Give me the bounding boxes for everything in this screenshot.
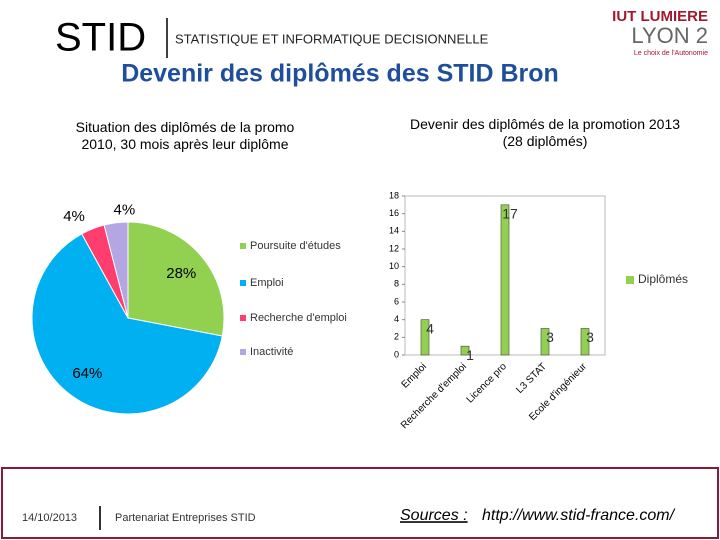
data-label: 64%: [72, 365, 102, 382]
subtitle: STATISTIQUE ET INFORMATIQUE DECISIONNELL…: [175, 31, 489, 46]
legend-swatch: [240, 243, 246, 249]
legend-swatch: [626, 276, 634, 284]
footer-text: Partenariat Entreprises STID: [115, 512, 256, 524]
chart-title: Devenir des diplômés de la promotion 201…: [410, 116, 680, 149]
brand-tag: Le choix de l'Autonomie: [634, 50, 708, 57]
data-label: 3: [586, 329, 594, 345]
y-tick-label: 14: [389, 226, 399, 236]
bar: [420, 319, 430, 356]
data-label: 28%: [166, 265, 196, 282]
footer-date: 14/10/2013: [22, 512, 77, 524]
sources-label: Sources :: [400, 507, 468, 524]
y-tick-label: 16: [389, 208, 399, 218]
footer-frame: [1, 467, 719, 539]
chart-title: Situation des diplômés de la promo 2010, …: [76, 119, 295, 152]
y-tick-label: 12: [389, 243, 399, 253]
slide-title: Devenir des diplômés des STID Bron: [121, 60, 559, 88]
legend-swatch: [240, 349, 246, 355]
brand-top: IUT LUMIERE: [612, 8, 708, 25]
data-label: 4%: [63, 208, 85, 225]
data-label: 3: [546, 329, 554, 345]
y-tick-label: 4: [394, 314, 399, 324]
pie-slice: [103, 221, 129, 319]
x-tick-label: Licence pro: [465, 361, 510, 406]
data-label: 17: [502, 206, 518, 222]
bar: [500, 204, 510, 356]
y-tick-label: 2: [394, 332, 399, 342]
y-tick-label: 6: [394, 296, 399, 306]
pie-slice: [31, 233, 223, 415]
legend-label: Emploi: [250, 277, 284, 289]
data-label: 4: [426, 320, 434, 336]
legend-label: Poursuite d'études: [250, 240, 341, 252]
y-tick-label: 10: [389, 261, 399, 271]
bar: [460, 345, 470, 356]
x-tick-label: L3 STAT: [514, 361, 549, 396]
legend-label: Diplômés: [638, 272, 688, 286]
brand-bottom: LYON 2: [631, 23, 708, 48]
sources-url: http://www.stid-france.com/: [482, 507, 676, 524]
y-tick-label: 0: [394, 349, 399, 359]
bar: [580, 328, 590, 356]
y-tick-label: 8: [394, 279, 399, 289]
x-tick-label: Emploi: [400, 361, 429, 390]
legend-label: Inactivité: [250, 346, 293, 358]
y-tick-label: 18: [389, 190, 399, 200]
data-label: 4%: [114, 201, 136, 218]
legend-swatch: [240, 315, 246, 321]
logo: STID: [55, 16, 146, 60]
legend-label: Recherche d'emploi: [250, 312, 347, 324]
pie-slice: [127, 221, 225, 337]
data-label: 1: [466, 347, 474, 363]
legend-swatch: [240, 280, 246, 286]
bar: [540, 328, 550, 356]
